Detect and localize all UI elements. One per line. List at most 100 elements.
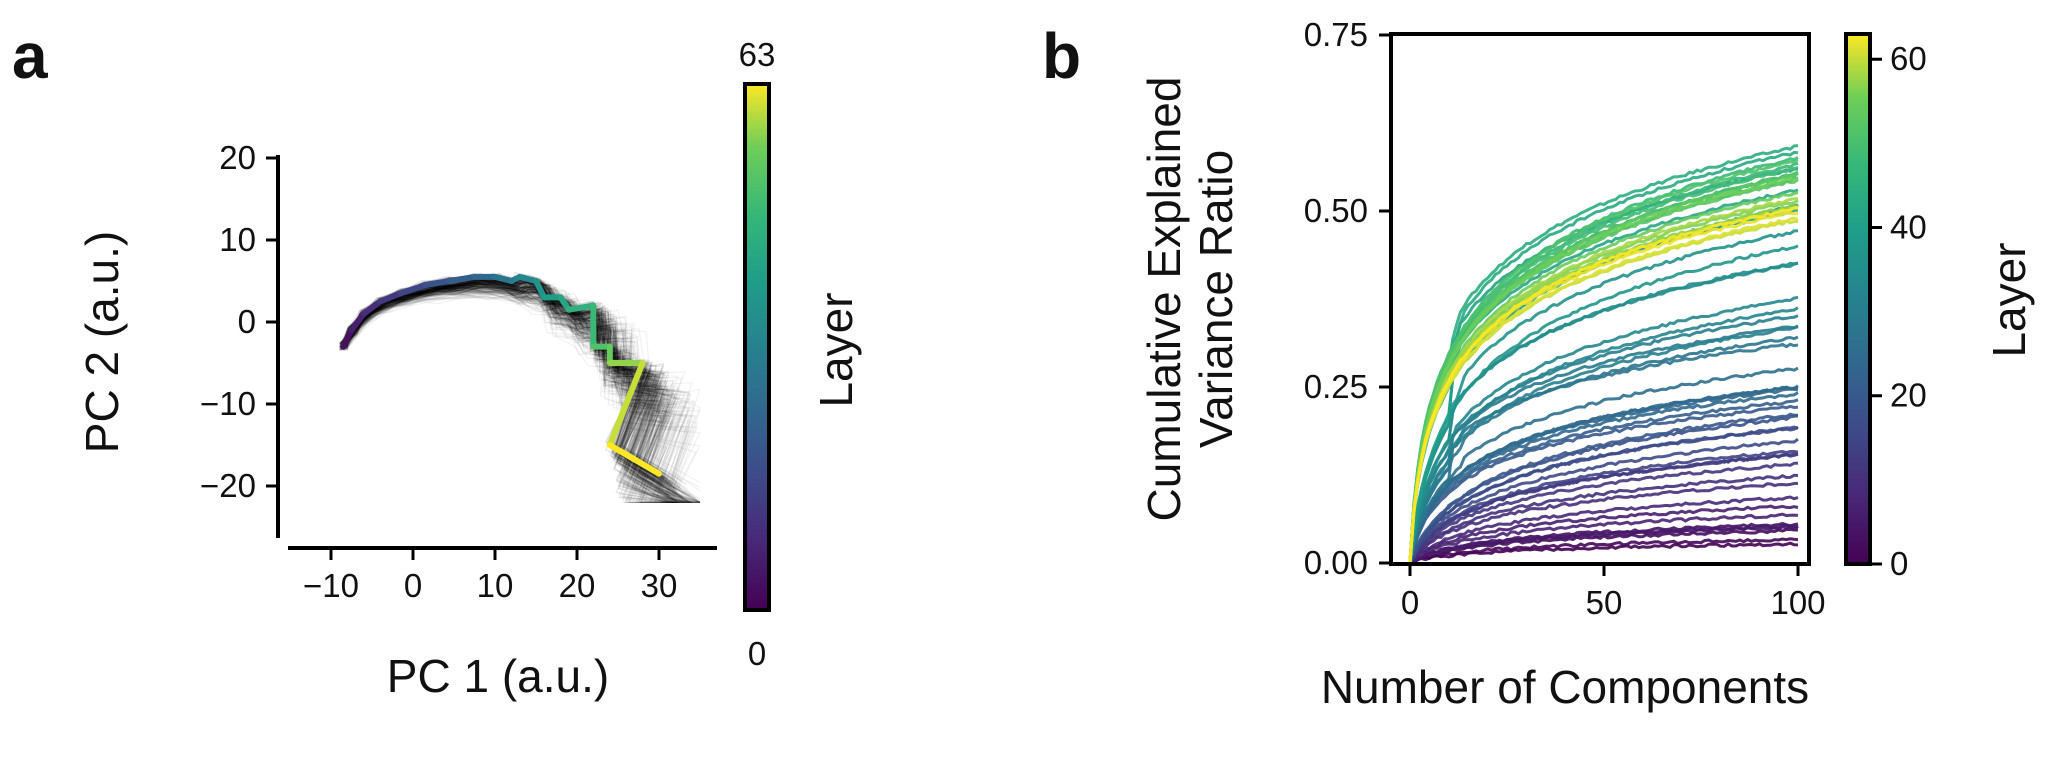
background-trajectory [343,293,701,504]
panel-a-scatter-trajectories: −20 −10 0 10 20 −10 0 10 20 30 PC 1 (a.u.) PC 2 … [76,36,862,702]
background-trajectory [341,291,700,504]
background-trajectory [341,285,677,504]
background-trajectory [345,289,700,504]
background-trajectory [342,291,700,504]
y-axis-title: Cumulative Explained Variance Ratio [1138,77,1242,522]
y-tick-label: −10 [200,385,256,422]
background-trajectory [343,285,678,504]
variance-curve [1408,306,1799,563]
y-tick-label: 0.00 [1304,544,1368,581]
variance-curve [1408,178,1799,563]
y-tick-label: 0.75 [1304,16,1368,53]
background-trajectory [346,287,701,503]
background-trajectory [341,284,678,503]
variance-curve [1408,216,1799,563]
colorbar-b-title: Layer [1983,242,2035,357]
x-tick-label: 20 [559,567,596,604]
background-trajectory [343,289,678,504]
variance-curves [1408,144,1799,565]
background-trajectory [342,284,701,503]
x-axis-title: PC 1 (a.u.) [387,650,609,702]
colorbar-tick-label: 20 [1890,377,1927,414]
background-trajectory [344,283,671,503]
variance-curve [1408,366,1799,564]
trajectory-segment [606,442,662,477]
x-tick-label: 0 [404,567,422,604]
variance-curve [1408,342,1799,563]
background-trajectory [342,276,670,497]
colorbar-b-gradient [1844,32,1872,566]
background-trajectory [342,285,695,504]
variance-curve [1408,449,1799,564]
trajectory-segment [565,302,597,313]
background-trajectory [342,285,692,504]
background-trajectory [344,280,701,503]
background-trajectory [340,282,701,502]
y-tick-label: 10 [219,221,256,258]
background-trajectory [346,279,680,503]
background-trajectory [345,292,699,504]
background-trajectory [345,285,701,503]
background-trajectory [343,291,693,504]
variance-curve [1408,325,1799,563]
background-trajectory [346,282,676,504]
background-trajectory [341,282,701,503]
background-trajectory [340,278,700,488]
background-trajectory [344,277,663,475]
background-trajectory [345,286,696,504]
background-trajectory [342,288,700,504]
variance-curve [1408,176,1799,564]
variance-curve [1408,495,1799,564]
variance-curve [1408,144,1799,563]
background-trajectory [342,285,701,504]
background-trajectory [341,284,698,503]
background-trajectory [341,288,692,504]
y-axis-title-line-1: Cumulative Explained [1138,77,1190,522]
background-trajectory [340,281,673,504]
y-tick-label: 0.50 [1304,192,1368,229]
background-trajectory [339,292,700,504]
colorbar-a-max-label: 63 [739,36,776,73]
background-trajectory [339,295,700,504]
x-tick-label: 10 [477,567,514,604]
colorbar-a-title: Layer [810,292,862,407]
background-trajectory [346,283,701,500]
variance-curve [1408,384,1799,564]
y-tick-label: −20 [200,467,256,504]
x-tick-label: −10 [303,567,359,604]
background-trajectory [344,284,701,503]
variance-curve [1408,158,1799,564]
colorbar-a: 63 0 Layer [739,36,862,672]
variance-curve [1408,335,1799,564]
background-trajectory [342,290,684,504]
panel-label-a: a [12,20,48,92]
colorbar-b-ticks: 0 20 40 60 [1870,40,1927,582]
y-tick-label: 20 [219,139,256,176]
trajectory-segment [446,273,478,284]
trajectory-segment [606,360,646,448]
highlighted-trajectory [340,273,662,477]
background-trajectory [346,282,669,504]
trajectory-segment [422,278,453,289]
panel-b-variance-curves: 0.00 0.25 0.50 0.75 0 50 100 Number of Compon… [1138,16,2035,713]
variance-curve [1408,391,1799,564]
x-tick-label: 100 [1770,584,1825,621]
background-trajectory [339,290,701,504]
background-trajectory [339,281,670,497]
background-trajectory [344,280,692,503]
colorbar-tick-label: 0 [1890,545,1908,582]
background-trajectory [346,283,677,504]
variance-curve [1408,229,1799,563]
background-trajectory [344,282,681,504]
colorbar-tick-label: 60 [1890,40,1927,77]
variance-curve [1408,412,1798,564]
background-trajectory [344,281,701,504]
colorbar-a-min-label: 0 [748,635,766,672]
background-trajectory [340,281,701,503]
colorbar-a-gradient [743,82,771,612]
variance-curve [1408,244,1799,563]
background-trajectory [339,283,679,504]
trajectory-segment [360,298,384,317]
variance-curve [1408,473,1799,564]
